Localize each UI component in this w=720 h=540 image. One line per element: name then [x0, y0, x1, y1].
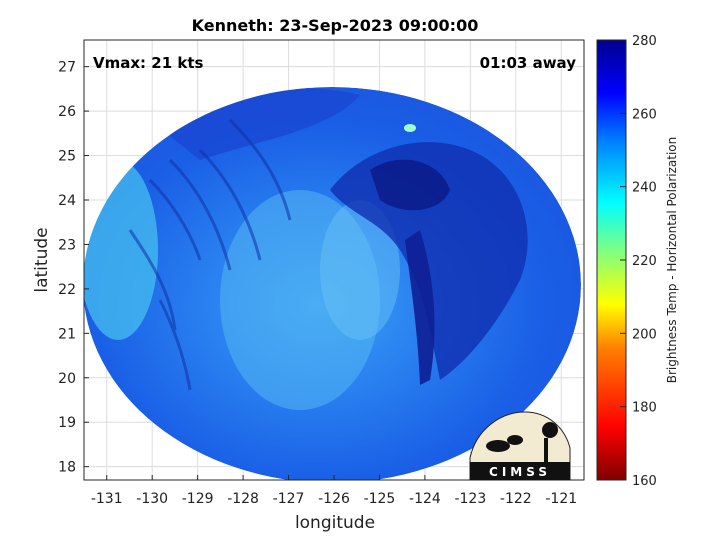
x-tick-label: -122 [500, 491, 532, 507]
x-tick-label: -129 [182, 491, 214, 507]
colorbar-tick-label: 260 [632, 107, 657, 122]
y-tick-label: 25 [58, 149, 76, 165]
x-tick-label: -123 [454, 491, 486, 507]
y-tick-label: 23 [58, 237, 76, 253]
longitude-ticks: -131 -130 -129 -128 -127 -126 -125 -124 -123 -122… [91, 475, 577, 507]
colorbar-tick-label: 180 [632, 401, 657, 416]
cimss-logo: CIMSS [469, 411, 571, 481]
y-tick-label: 26 [58, 104, 76, 120]
x-tick-label: -127 [273, 491, 305, 507]
colorbar-tick-label: 280 [632, 34, 657, 49]
y-tick-label: 22 [58, 282, 76, 298]
cold-cloud-region [330, 142, 528, 380]
colorbar-tick-label: 240 [632, 181, 657, 196]
vmax-label: Vmax: 21 kts [93, 54, 203, 72]
warm-spot-1 [404, 124, 416, 132]
colorbar-tick-label: 220 [632, 254, 657, 269]
figure-title: Kenneth: 23-Sep-2023 09:00:00 [192, 16, 479, 35]
cimss-logo-text: CIMSS [489, 465, 551, 479]
y-tick-label: 19 [58, 415, 76, 431]
y-tick-label: 18 [58, 460, 76, 476]
rain-streaks [128, 118, 292, 391]
y-tick-label: 27 [58, 60, 76, 76]
colorbar-tick-label: 160 [632, 474, 657, 489]
x-axis-label: longitude [295, 513, 375, 533]
y-tick-label: 20 [58, 371, 76, 387]
x-tick-label: -124 [409, 491, 441, 507]
y-axis-label: latitude [32, 227, 52, 292]
x-tick-label: -131 [91, 491, 123, 507]
y-tick-label: 21 [58, 326, 76, 342]
time-offset-label: 01:03 away [480, 54, 577, 72]
x-tick-label: -121 [545, 491, 577, 507]
x-tick-label: -126 [318, 491, 350, 507]
latitude-ticks: 18 19 20 21 22 23 24 25 26 27 [58, 60, 89, 476]
x-tick-label: -130 [136, 491, 168, 507]
colorbar-ticks: 160 180 200 220 240 260 280 [620, 34, 657, 489]
x-tick-label: -125 [364, 491, 396, 507]
colorbar-label: Brightness Temp - Horizontal Polarizatio… [665, 137, 679, 384]
y-tick-label: 24 [58, 193, 76, 209]
x-tick-label: -128 [227, 491, 259, 507]
colorbar-tick-label: 200 [632, 327, 657, 342]
